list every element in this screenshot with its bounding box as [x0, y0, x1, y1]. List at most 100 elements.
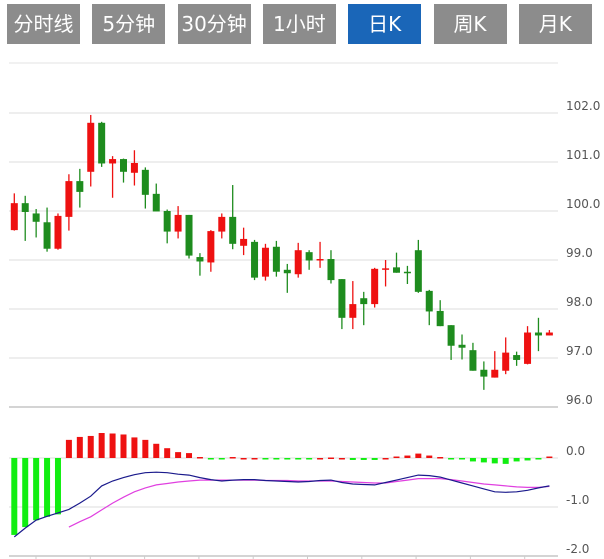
candle — [480, 361, 488, 390]
candle — [163, 209, 171, 244]
candle — [316, 241, 324, 268]
candles — [10, 114, 553, 390]
axis-labels: 102.0 101.0 100.0 99.0 98.0 97.0 96.0 0.0 -1.0 -2… — [566, 99, 600, 556]
candle — [207, 230, 215, 272]
candle — [218, 213, 226, 239]
macd-y-tick-label: -2.0 — [566, 542, 589, 556]
macd-bar — [131, 437, 138, 458]
macd-bar — [437, 457, 444, 459]
candle-body — [54, 215, 62, 249]
candle — [425, 289, 433, 326]
candle-body — [120, 159, 127, 172]
y-tick-label: 97.0 — [566, 344, 593, 358]
tab-4[interactable]: 日K — [348, 4, 422, 44]
dif-line — [13, 471, 550, 538]
macd-bar — [273, 458, 280, 460]
macd-bar — [338, 458, 345, 460]
candle-body — [403, 271, 411, 274]
candle — [513, 351, 521, 366]
candle — [382, 260, 390, 287]
candle-body — [371, 268, 379, 305]
candle — [393, 252, 400, 273]
macd-bar — [120, 434, 127, 458]
candle — [491, 351, 499, 378]
macd-bar — [229, 457, 236, 459]
candle — [54, 213, 62, 250]
candle — [120, 158, 127, 183]
macd-bar — [207, 458, 214, 460]
candle-body — [469, 350, 477, 371]
candle — [403, 265, 411, 285]
macd-bar — [295, 458, 302, 460]
macd-bar — [415, 453, 422, 458]
candle-body — [163, 211, 171, 232]
macd-bar — [480, 458, 487, 463]
macd-bar — [218, 458, 225, 460]
candle — [469, 342, 477, 371]
dea-line — [68, 478, 550, 528]
tab-2[interactable]: 30分钟 — [177, 4, 251, 44]
candle-body — [545, 332, 553, 336]
candle-body — [87, 122, 95, 172]
candle-body — [43, 222, 51, 249]
candle-body — [480, 369, 488, 377]
candle — [534, 317, 542, 352]
macd-bar — [54, 458, 61, 515]
candle-body — [98, 122, 106, 164]
candle-body — [305, 252, 313, 261]
candle-body — [251, 241, 259, 278]
macd-bar — [44, 458, 51, 517]
candle — [502, 337, 510, 375]
candle-body — [76, 181, 84, 192]
candle — [98, 121, 106, 167]
macd-bar — [262, 458, 269, 460]
macd-bar — [240, 458, 247, 460]
candle-body — [141, 169, 149, 195]
macd-bar — [459, 458, 466, 460]
tab-3[interactable]: 1小时 — [262, 4, 336, 44]
candle-body — [21, 203, 29, 212]
tab-6[interactable]: 月K — [518, 4, 592, 44]
candle-body — [261, 247, 269, 277]
candle-body — [272, 246, 280, 272]
tab-0[interactable]: 分时线 — [7, 4, 80, 44]
y-tick-label: 102.0 — [566, 99, 600, 113]
y-tick-label: 96.0 — [566, 393, 593, 407]
candle — [76, 168, 84, 208]
candle — [327, 250, 335, 284]
candle — [43, 207, 51, 252]
candle — [32, 209, 40, 238]
candle-body — [240, 238, 248, 246]
candle — [261, 243, 269, 281]
candle-body — [534, 332, 542, 336]
candle — [305, 250, 313, 270]
candle-body — [283, 269, 291, 274]
macd-bar — [502, 458, 509, 464]
candle-body — [491, 369, 499, 378]
macd-y-tick-label: -1.0 — [566, 493, 589, 507]
candle — [152, 183, 160, 212]
candle-body — [65, 181, 73, 217]
macd-bar — [33, 458, 40, 521]
macd-bar — [426, 455, 433, 458]
candle — [141, 167, 149, 209]
period-tabs: 分时线 5分钟 30分钟 1小时 日K 周K 月K — [0, 4, 604, 44]
macd-bar — [153, 443, 160, 458]
candle-body — [338, 279, 346, 318]
candle-body — [458, 344, 466, 348]
candle — [185, 214, 193, 259]
candle — [349, 281, 357, 330]
candle — [414, 239, 422, 293]
macd-bar — [393, 456, 400, 459]
macd-bar — [142, 439, 149, 458]
candle — [130, 150, 138, 186]
candle — [65, 174, 73, 231]
macd-bar — [535, 458, 542, 460]
candle — [229, 185, 237, 250]
tab-5[interactable]: 周K — [433, 4, 507, 44]
tab-1[interactable]: 5分钟 — [92, 4, 166, 44]
candle — [447, 325, 455, 360]
candle-body — [207, 231, 215, 263]
candle-body — [414, 250, 422, 292]
